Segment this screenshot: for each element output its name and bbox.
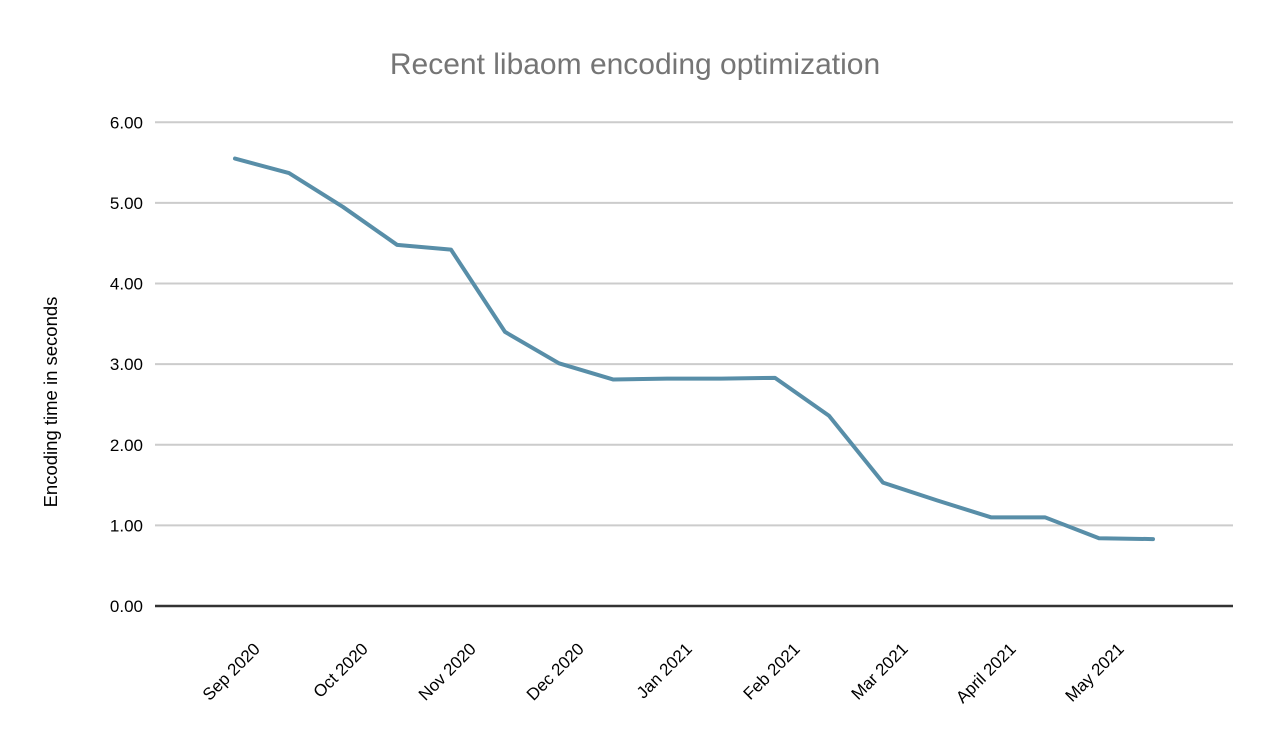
- x-tick-label: Feb 2021: [740, 639, 804, 703]
- series-line: [233, 156, 1155, 542]
- y-tick-label: 2.00: [110, 436, 143, 455]
- x-tick-label: April 2021: [952, 639, 1020, 707]
- x-tick-label: Jan 2021: [633, 639, 696, 702]
- x-tick-label: May 2021: [1062, 639, 1128, 705]
- x-tick-label: Mar 2021: [848, 639, 912, 703]
- x-tick-label: Oct 2020: [310, 639, 372, 701]
- x-tick-label: Dec 2020: [523, 639, 588, 704]
- y-tick-label: 5.00: [110, 194, 143, 213]
- y-tick-label: 0.00: [110, 597, 143, 616]
- x-axis-tick-labels: Sep 2020 Oct 2020 Nov 2020 Dec 2020 Jan 2021…: [199, 639, 1128, 707]
- y-axis-title: Encoding time in seconds: [40, 297, 61, 508]
- x-tick-label: Nov 2020: [415, 639, 480, 704]
- chart-title: Recent libaom encoding optimization: [390, 48, 880, 81]
- x-tick-label: Sep 2020: [199, 639, 264, 704]
- gridlines: [155, 121, 1233, 527]
- y-axis-tick-labels: 0.00 1.00 2.00 3.00 4.00 5.00 6.00: [110, 113, 143, 616]
- y-tick-label: 4.00: [110, 275, 143, 294]
- y-tick-label: 3.00: [110, 355, 143, 374]
- y-tick-label: 1.00: [110, 516, 143, 535]
- y-tick-label: 6.00: [110, 113, 143, 132]
